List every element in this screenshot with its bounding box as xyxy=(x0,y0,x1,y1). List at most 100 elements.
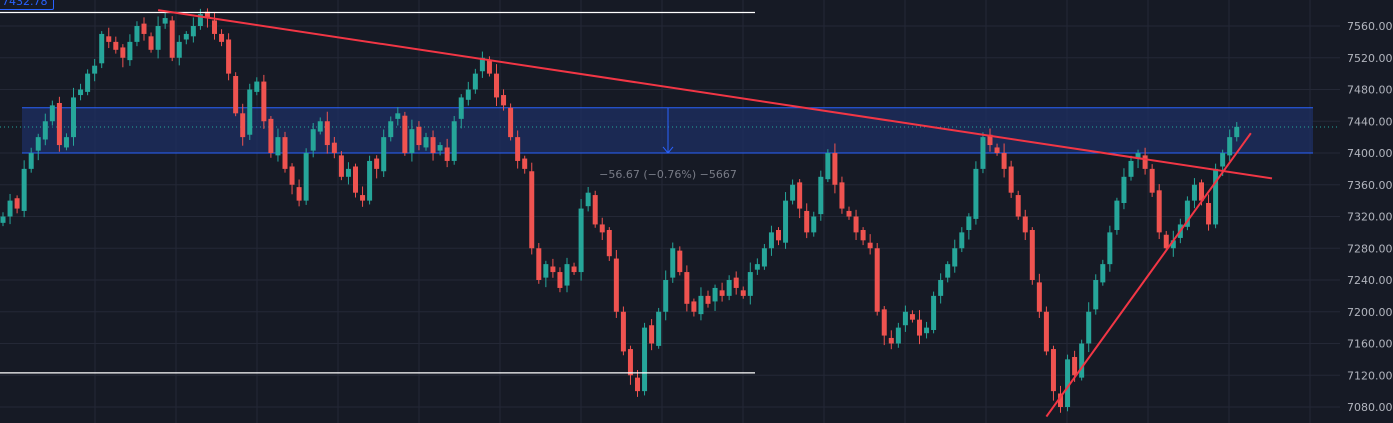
candle-body xyxy=(374,158,380,169)
candle-body xyxy=(1234,126,1240,138)
candle-body xyxy=(451,121,457,161)
candle-body xyxy=(804,210,810,233)
candle-body xyxy=(183,33,189,40)
candle-body xyxy=(494,73,499,98)
candle-body xyxy=(571,266,577,273)
candle-body xyxy=(818,176,824,215)
candle-body xyxy=(508,107,514,138)
y-tick-label: 7160.00 xyxy=(1347,338,1393,351)
candle-body xyxy=(1220,153,1226,167)
candle-body xyxy=(529,171,535,249)
descending-trendline[interactable] xyxy=(157,9,1273,180)
candle-body xyxy=(63,137,69,148)
candle-body xyxy=(1043,311,1049,352)
y-tick-label: 7400.00 xyxy=(1347,147,1393,160)
y-tick-label: 7360.00 xyxy=(1347,179,1393,192)
candle-body xyxy=(1107,232,1113,265)
y-tick-label: 7480.00 xyxy=(1347,84,1393,97)
candle-body xyxy=(938,280,944,296)
candle-body xyxy=(437,145,443,151)
candle-body xyxy=(895,327,901,344)
measure-tool[interactable]: −56.67 (−0.76%) −5667 xyxy=(599,107,737,181)
candle-body xyxy=(966,216,972,230)
candle-body xyxy=(564,264,570,286)
candle-body xyxy=(14,198,20,209)
candle-body xyxy=(289,166,295,185)
price-zone[interactable] xyxy=(0,107,1340,154)
candle-body xyxy=(233,76,239,114)
candle-body xyxy=(994,147,1000,153)
candle-body xyxy=(656,311,662,346)
grid xyxy=(0,0,1340,423)
candle-body xyxy=(642,327,648,392)
candle-body xyxy=(303,153,309,201)
price-badge: 7432.78 xyxy=(0,0,54,10)
candle-body xyxy=(1121,176,1127,204)
candle-body xyxy=(444,147,450,161)
candle-body xyxy=(1079,343,1085,378)
candle-body xyxy=(698,295,704,315)
candle-body xyxy=(261,81,267,122)
candle-body xyxy=(677,250,683,273)
candle-body xyxy=(684,272,690,304)
candle-body xyxy=(35,137,41,151)
candle-body xyxy=(275,137,281,156)
candle-body xyxy=(839,182,845,209)
candle-body xyxy=(56,102,62,146)
candle-body xyxy=(169,20,175,58)
candle-body xyxy=(980,137,986,169)
candle-body xyxy=(324,121,330,146)
candle-body xyxy=(663,280,669,312)
measure-arrow-head xyxy=(662,146,674,154)
candle-body xyxy=(479,57,485,72)
candle-body xyxy=(360,195,366,201)
candle-body xyxy=(226,39,232,74)
candle-body xyxy=(670,248,676,278)
candle-body xyxy=(1206,203,1212,225)
candle-body xyxy=(1065,359,1071,407)
candle-body xyxy=(127,41,133,61)
candle-body xyxy=(1093,280,1099,310)
candle-body xyxy=(416,126,422,146)
candle-body xyxy=(578,208,584,273)
candle-body xyxy=(719,290,725,296)
candle-body xyxy=(219,33,225,42)
candle-body xyxy=(1072,356,1078,376)
y-tick-label: 7440.00 xyxy=(1347,115,1393,128)
candle-body xyxy=(1170,240,1176,249)
candle-body xyxy=(310,129,316,151)
candle-body xyxy=(7,200,13,217)
drawings[interactable] xyxy=(0,9,1273,418)
candle-body xyxy=(42,121,48,140)
candle-body xyxy=(712,287,718,302)
candle-body xyxy=(768,232,774,249)
candle-body xyxy=(945,264,951,278)
ascending-trendline[interactable] xyxy=(1045,132,1252,418)
candle-body xyxy=(867,242,873,249)
candle-body xyxy=(85,73,91,92)
candle-body xyxy=(1149,168,1155,193)
y-tick-label: 7280.00 xyxy=(1347,242,1393,255)
candle-body xyxy=(550,266,556,273)
candle-body xyxy=(148,36,154,50)
candle-body xyxy=(1135,153,1141,159)
price-axis[interactable]: 7560.00 7520.00 7480.00 7440.00 7400.00 7360.… xyxy=(1340,0,1393,423)
candle-body xyxy=(1191,184,1197,201)
candle-body xyxy=(1114,200,1120,230)
candle-body xyxy=(409,129,415,153)
candle-body xyxy=(0,216,6,223)
candle-body xyxy=(881,309,887,336)
candle-body xyxy=(902,311,908,326)
candle-body xyxy=(1086,311,1092,344)
candle-body xyxy=(353,166,358,193)
candle-body xyxy=(465,89,471,100)
candle-body xyxy=(106,36,112,42)
candle-body xyxy=(1058,393,1063,407)
candle-body xyxy=(853,216,859,233)
candle-body xyxy=(917,319,922,336)
candle-body xyxy=(987,134,993,146)
candle-body xyxy=(268,118,274,153)
